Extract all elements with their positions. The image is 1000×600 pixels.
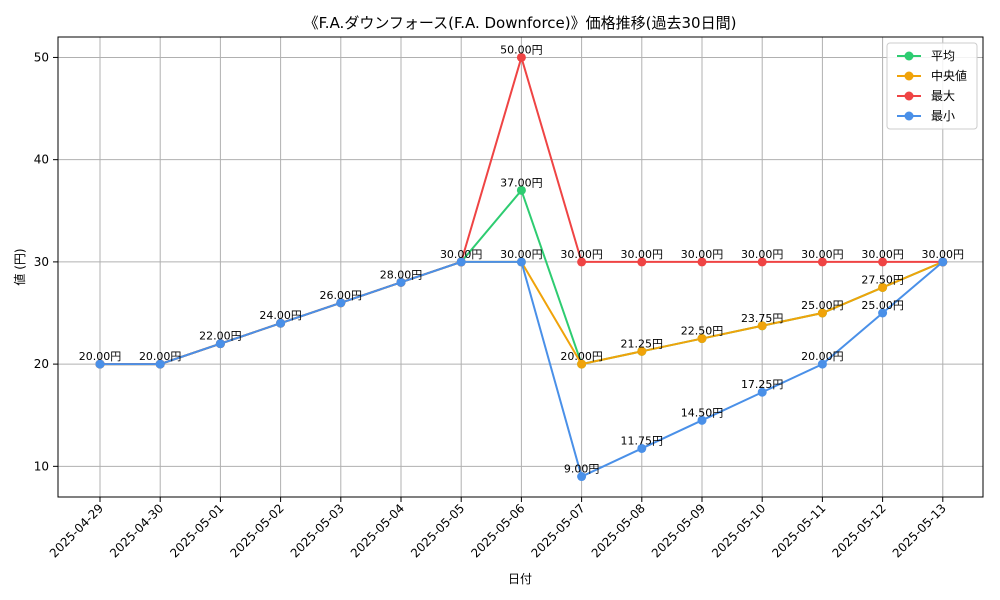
data-label-layer: 37.00円 20.00円 20.00円 22.00円 24.00円 26.00円 28.0… bbox=[79, 43, 964, 475]
x-tick-label: 2025-05-08 bbox=[589, 501, 648, 560]
series-point-2 bbox=[878, 257, 888, 267]
x-axis-label: 日付 bbox=[508, 572, 532, 586]
series-point-1 bbox=[637, 346, 647, 356]
x-tick-label: 2025-05-03 bbox=[288, 501, 347, 560]
data-label: 28.00円 bbox=[380, 268, 423, 281]
series-point-2 bbox=[757, 257, 767, 267]
grid-layer bbox=[58, 37, 983, 497]
data-label: 20.00円 bbox=[139, 350, 182, 363]
data-label: 30.00円 bbox=[922, 248, 965, 261]
series-point-3 bbox=[396, 277, 406, 287]
series-point-0 bbox=[516, 185, 526, 195]
series-point-3 bbox=[757, 387, 767, 397]
data-label: 20.00円 bbox=[801, 350, 844, 363]
x-tick-label: 2025-05-02 bbox=[228, 501, 287, 560]
y-tick-label: 10 bbox=[34, 459, 49, 473]
data-label: 30.00円 bbox=[500, 248, 543, 261]
plot-frame bbox=[57, 36, 984, 498]
series-point-1 bbox=[878, 282, 888, 292]
data-label: 11.75円 bbox=[621, 434, 664, 447]
x-tick-label: 2025-05-07 bbox=[529, 501, 588, 560]
x-tick-label: 2025-05-05 bbox=[408, 501, 467, 560]
series-point-2 bbox=[817, 257, 827, 267]
series-point-1 bbox=[817, 308, 827, 318]
series-point-2 bbox=[697, 257, 707, 267]
series-point-1 bbox=[697, 334, 707, 344]
legend-entry: 最大 bbox=[931, 89, 955, 103]
series-point-3 bbox=[276, 318, 286, 328]
legend-marker bbox=[904, 71, 914, 81]
x-tick-label: 2025-05-09 bbox=[649, 501, 708, 560]
legend-entry: 最小 bbox=[931, 109, 955, 123]
data-label: 30.00円 bbox=[440, 248, 483, 261]
x-tick-label: 2025-05-13 bbox=[890, 501, 949, 560]
data-label: 30.00円 bbox=[560, 248, 603, 261]
series-point-3 bbox=[456, 257, 466, 267]
data-label: 22.00円 bbox=[199, 330, 242, 343]
series-point-3 bbox=[155, 359, 165, 369]
x-tick-label: 2025-05-11 bbox=[769, 501, 828, 560]
data-label: 30.00円 bbox=[801, 248, 844, 261]
series-layer bbox=[95, 52, 948, 482]
y-tick-label: 50 bbox=[34, 50, 49, 64]
legend-entry: 平均 bbox=[931, 49, 955, 63]
data-label: 25.00円 bbox=[861, 299, 904, 312]
data-label: 21.25円 bbox=[621, 337, 664, 350]
series-point-3 bbox=[336, 298, 346, 308]
data-label: 50.00円 bbox=[500, 43, 543, 56]
series-point-3 bbox=[95, 359, 105, 369]
x-tick-label: 2025-05-10 bbox=[709, 501, 768, 560]
series-point-3 bbox=[697, 415, 707, 425]
series-point-1 bbox=[757, 321, 767, 331]
legend-entry: 中央値 bbox=[931, 68, 967, 83]
data-label: 22.50円 bbox=[681, 325, 724, 338]
data-label: 26.00円 bbox=[320, 289, 363, 302]
data-label: 30.00円 bbox=[861, 248, 904, 261]
legend-marker bbox=[904, 91, 914, 101]
series-point-3 bbox=[938, 257, 948, 267]
x-tick-label: 2025-05-04 bbox=[348, 501, 407, 560]
series-point-2 bbox=[577, 257, 587, 267]
series-point-2 bbox=[516, 52, 526, 62]
x-tick-label: 2025-05-12 bbox=[830, 501, 889, 560]
series-point-3 bbox=[516, 257, 526, 267]
data-label: 20.00円 bbox=[560, 350, 603, 363]
x-tick-label: 2025-05-06 bbox=[468, 501, 527, 560]
data-label: 27.50円 bbox=[861, 273, 904, 286]
series-point-1 bbox=[577, 359, 587, 369]
data-label: 37.00円 bbox=[500, 176, 543, 189]
y-tick-label: 30 bbox=[34, 255, 49, 269]
y-tick-label: 40 bbox=[34, 153, 49, 167]
y-axis-label: 値 (円) bbox=[12, 248, 27, 285]
data-label: 20.00円 bbox=[79, 350, 122, 363]
legend-marker bbox=[904, 111, 914, 121]
series-point-2 bbox=[637, 257, 647, 267]
data-label: 17.25円 bbox=[741, 378, 784, 391]
y-tick-label: 20 bbox=[34, 357, 49, 371]
series-point-3 bbox=[817, 359, 827, 369]
series-point-3 bbox=[637, 443, 647, 453]
series-point-3 bbox=[577, 472, 587, 482]
x-tick-label: 2025-04-29 bbox=[47, 501, 106, 560]
x-tick-label: 2025-04-30 bbox=[107, 501, 166, 560]
data-label: 30.00円 bbox=[621, 248, 664, 261]
data-label: 24.00円 bbox=[259, 309, 302, 322]
data-label: 14.50円 bbox=[681, 406, 724, 419]
legend-box bbox=[886, 42, 978, 130]
data-label: 30.00円 bbox=[681, 248, 724, 261]
chart-title: 《F.A.ダウンフォース(F.A. Downforce)》価格推移(過去30日間… bbox=[304, 14, 737, 32]
x-tick-label: 2025-05-01 bbox=[167, 501, 226, 560]
data-label: 23.75円 bbox=[741, 312, 784, 325]
legend-marker bbox=[904, 51, 914, 61]
series-point-3 bbox=[878, 308, 888, 318]
data-label: 30.00円 bbox=[741, 248, 784, 261]
data-label: 25.00円 bbox=[801, 299, 844, 312]
data-label: 9.00円 bbox=[564, 463, 600, 476]
series-point-3 bbox=[215, 339, 225, 349]
